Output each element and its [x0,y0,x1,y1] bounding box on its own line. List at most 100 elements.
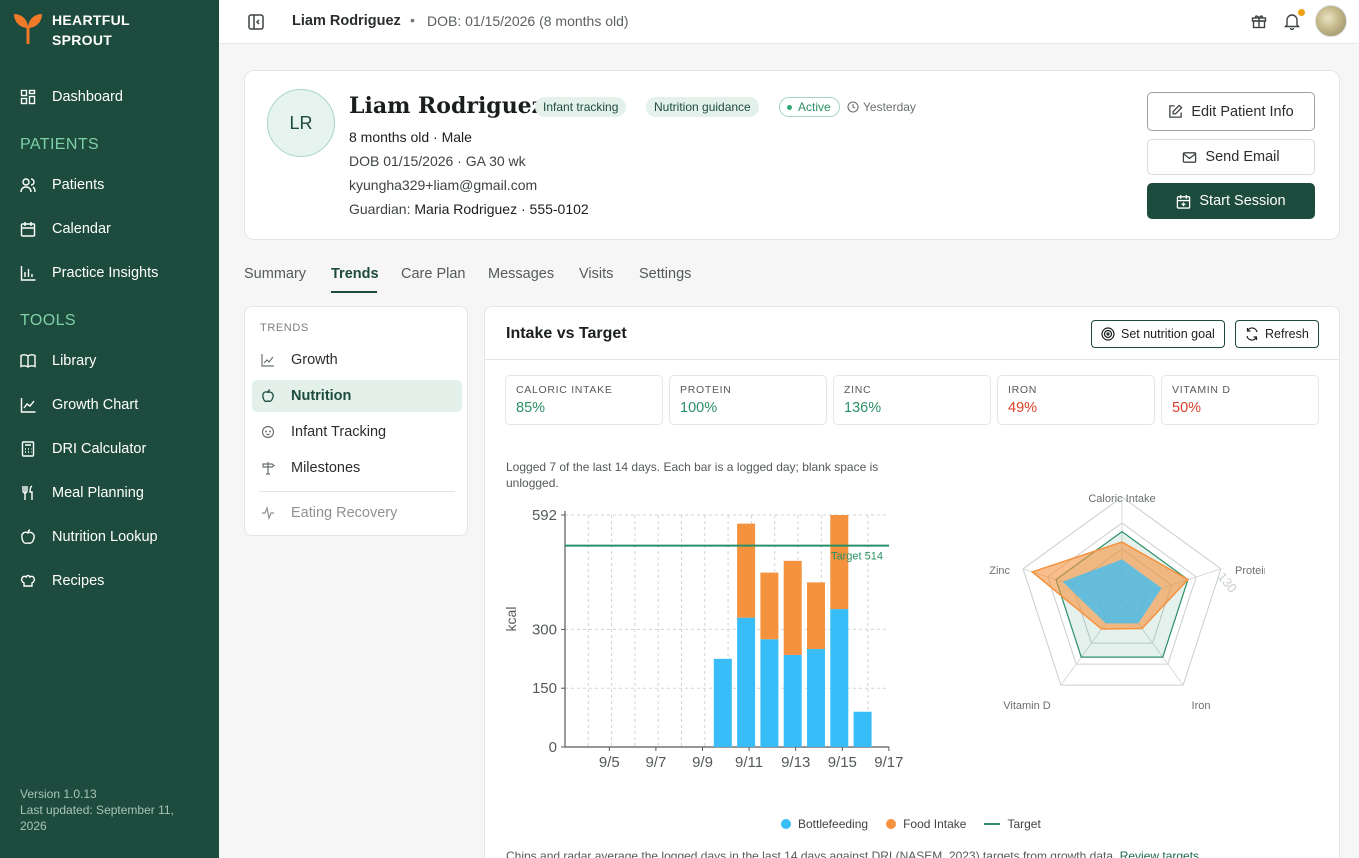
bar-food-intake [737,523,756,618]
bar-bottlefeeding [783,654,802,747]
last-seen-text: Yesterday [863,100,916,114]
set-nutrition-goal-button[interactable]: Set nutrition goal [1091,320,1225,348]
trends-item-infant-tracking[interactable]: Infant Tracking [252,416,462,448]
sprout-logo-icon [14,14,42,44]
chip-value: 50% [1172,400,1202,416]
legend-swatch [984,823,1001,825]
refresh-button[interactable]: Refresh [1235,320,1319,348]
sidebar-item-dashboard[interactable]: Dashboard [20,84,123,110]
sidebar-item-dri-calculator[interactable]: DRI Calculator [20,436,146,462]
sidebar-item-meal-planning[interactable]: Meal Planning [20,480,144,506]
tab-settings[interactable]: Settings [639,266,692,282]
bar-food-intake [830,515,849,610]
target-label: Target 514 [831,551,883,563]
section-patients: PATIENTS [20,136,100,153]
guardian-label: Guardian: [349,201,415,217]
topbar-separator: • [410,12,415,28]
legend-bottlefeeding: Bottlefeeding [781,817,868,831]
bar-chart-icon [20,266,36,281]
chip-label: IRON [1008,384,1038,396]
utensils-icon [22,485,33,500]
sidebar-item-label: DRI Calculator [52,441,147,457]
trends-item-label: Milestones [291,460,361,476]
sidebar-item-label: Meal Planning [52,485,144,501]
bar-food-intake [807,582,825,650]
chip-label: CALORIC INTAKE [516,384,613,396]
intake-panel: Intake vs Target Set nutrition goal Refr… [484,306,1340,858]
panel-divider [485,359,1339,360]
brand[interactable]: HEARTFUL SPROUT [12,10,162,50]
tab-summary[interactable]: Summary [244,266,307,282]
chip-iron: IRON 49% [997,375,1155,425]
bar-bottlefeeding [853,711,872,747]
y-tick-label: 150 [532,680,557,697]
gift-icon[interactable] [1250,12,1268,30]
baby-icon [261,425,275,439]
x-tick-label: 9/17 [874,754,903,771]
chip-label: PROTEIN [680,384,732,396]
trends-item-label: Infant Tracking [291,424,387,440]
sidebar-item-growth-chart[interactable]: Growth Chart [20,392,138,418]
review-targets-link[interactable]: Review targets [1119,849,1200,858]
tab-trends[interactable]: Trends [331,266,379,282]
target-icon [1101,327,1115,341]
x-tick-label: 9/11 [735,754,763,771]
tag-nutrition-guidance: Nutrition guidance [646,97,759,117]
patient-avatar: LR [267,89,335,157]
user-avatar[interactable] [1315,5,1347,37]
tab-messages[interactable]: Messages [488,266,555,282]
signpost-icon [262,462,275,475]
bell-icon[interactable] [1283,12,1301,30]
collapse-sidebar-icon[interactable] [247,13,265,31]
tab-visits[interactable]: Visits [579,266,614,282]
y-tick-label: 592 [532,507,557,524]
sidebar-item-calendar[interactable]: Calendar [20,216,111,242]
chip-label: VITAMIN D [1172,384,1231,396]
footnote-text: Chips and radar average the logged days … [506,849,1117,858]
trends-item-nutrition[interactable]: Nutrition [252,380,462,412]
sidebar-item-nutrition-lookup[interactable]: Nutrition Lookup [20,524,158,550]
chip-value: 85% [516,400,546,416]
radar-axis-label: Zinc [989,565,1010,577]
sidebar-item-library[interactable]: Library [20,348,96,374]
trends-item-eating-recovery[interactable]: Eating Recovery [252,497,462,529]
trends-heading: TRENDS [260,322,309,334]
sidebar-item-patients[interactable]: Patients [20,172,104,198]
set-goal-label: Set nutrition goal [1121,327,1215,341]
topbar: Liam Rodriguez • DOB: 01/15/2026 (8 mont… [219,0,1359,44]
x-tick-label: 9/7 [645,754,666,771]
refresh-icon [1246,327,1258,341]
logged-note: Logged 7 of the last 14 days. Each bar i… [506,460,879,490]
trends-item-growth[interactable]: Growth [252,344,462,376]
x-tick-label: 9/5 [599,754,620,771]
tab-care-plan[interactable]: Care Plan [401,266,466,282]
bar-bottlefeeding [807,649,825,747]
mail-icon [1183,151,1197,163]
chip-vitamin-d: VITAMIN D 50% [1161,375,1319,425]
edit-icon [1169,104,1183,118]
trends-divider [259,491,455,492]
start-session-button[interactable]: Start Session [1147,183,1315,219]
version-text: Version 1.0.13 [20,787,97,801]
send-email-button[interactable]: Send Email [1147,139,1315,175]
patient-guardian: Guardian: Maria Rodriguez · 555-0102 [349,201,589,217]
legend-label: Food Intake [903,817,967,831]
radar-bottlefeeding-area [1062,559,1162,624]
chip-value: 136% [844,400,882,416]
last-seen: Yesterday [847,100,916,114]
users-icon [20,178,36,193]
guardian-value: Maria Rodriguez · 555-0102 [414,201,589,217]
last-updated-text: Last updated: September 11, 2026 [20,803,174,833]
radar-axis-label: Protein [1235,565,1265,577]
status-badge: Active [779,97,840,117]
radar-ring [1022,496,1222,686]
trends-item-milestones[interactable]: Milestones [252,452,462,484]
calendar-plus-icon [1177,194,1191,209]
edit-patient-button[interactable]: Edit Patient Info [1147,92,1315,131]
book-icon [20,354,36,368]
x-tick-label: 9/15 [828,754,857,771]
sidebar-item-recipes[interactable]: Recipes [20,568,104,594]
sidebar-item-practice-insights[interactable]: Practice Insights [20,260,158,286]
patient-email[interactable]: kyungha329+liam@gmail.com [349,177,538,193]
